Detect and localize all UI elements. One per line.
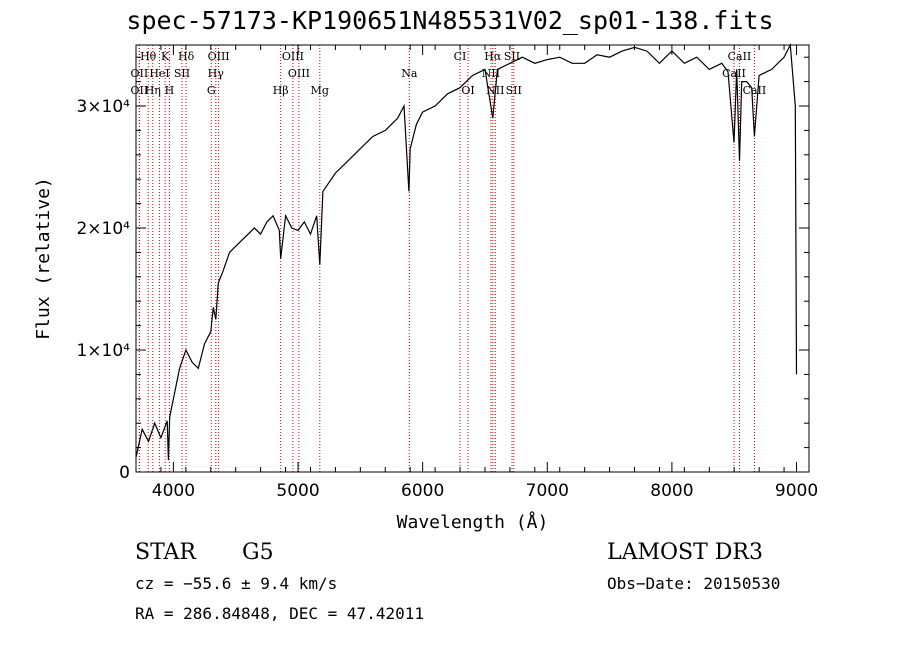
line-marker-label: CaII [728,50,752,63]
line-marker-label: K [161,50,170,63]
line-marker-label: OIII [288,67,310,80]
line-marker-label: Mg [311,84,329,97]
line-marker-label: OIII [282,50,304,63]
y-axis: 0 1×10⁴ 2×10⁴ 3×10⁴ [76,56,809,483]
line-marker-label: G [207,84,216,97]
line-marker-label: OIII [208,50,230,63]
line-marker-label: Hη [145,84,161,97]
line-marker-label: Na [401,67,418,80]
x-axis-label: Wavelength (Å) [397,511,549,533]
line-marker-label: OII [131,84,149,97]
line-marker-label: OII [131,67,149,80]
line-marker-label: Hθ [140,50,157,63]
y-axis-label: Flux (relative) [33,177,54,340]
x-tick-label: 6000 [401,481,444,501]
line-marker-label: Hβ [273,84,289,97]
survey-name: LAMOST DR3 [607,540,763,565]
x-axis: 4000 5000 6000 7000 8000 9000 [135,45,818,501]
line-marker-label: SII [506,84,522,97]
object-subclass: G5 [242,540,274,565]
line-marker-label: Hδ [178,50,195,63]
plot-frame [135,44,810,473]
chart-title: spec-57173-KP190651N485531V02_sp01-138.f… [126,6,774,35]
x-tick-label: 5000 [276,481,319,501]
spectrum-line [135,42,798,460]
y-tick-label: 1×10⁴ [76,341,130,361]
object-class: STAR [135,540,196,565]
line-marker-label: HeI [149,67,169,80]
line-marker-label: Hα [484,50,502,63]
coordinates: RA = 286.84848, DEC = 47.42011 [135,604,424,623]
spectrum-series [135,42,798,460]
line-marker-label: Hγ [208,67,225,80]
x-tick-label: 9000 [775,481,818,501]
x-tick-label: 4000 [152,481,195,501]
line-marker-label: SII [174,67,190,80]
y-tick-label: 3×10⁴ [76,97,130,117]
redshift-velocity: cz = −55.6 ± 9.4 km/s [135,574,338,593]
observation-date: Obs−Date: 20150530 [607,574,781,593]
line-marker-label: H [165,84,175,97]
line-marker-label: SII [504,50,520,63]
x-tick-label: 7000 [526,481,569,501]
line-marker-label: CI [454,50,467,63]
line-marker-label: CaII [743,84,767,97]
x-tick-label: 8000 [650,481,693,501]
y-tick-label: 2×10⁴ [76,219,130,239]
line-marker-label: OI [461,84,474,97]
y-tick-label: 0 [119,463,130,483]
